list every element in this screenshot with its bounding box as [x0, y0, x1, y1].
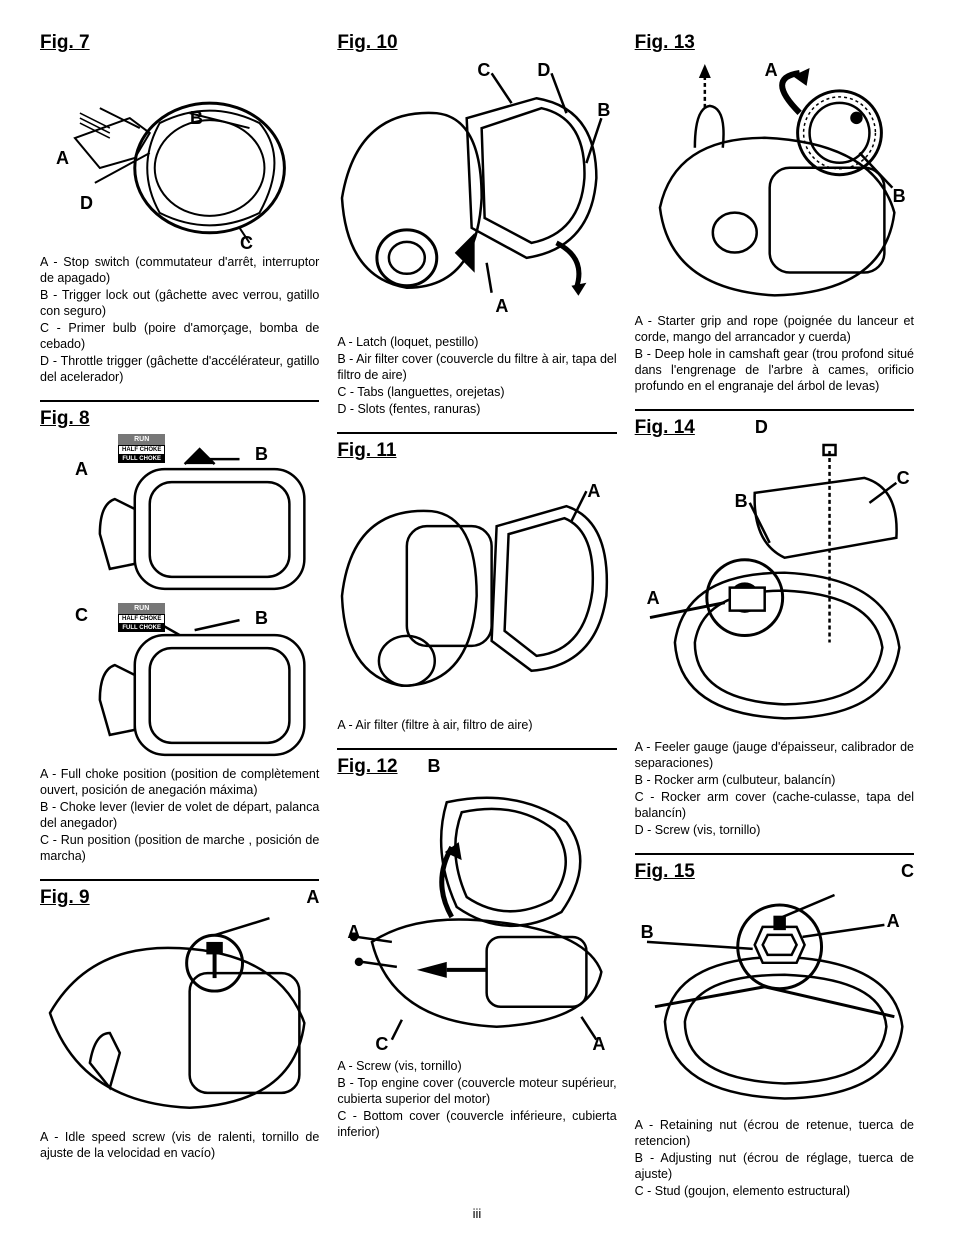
fig15-label-b: B: [641, 922, 654, 943]
fig12-image: A C A: [337, 782, 616, 1052]
fig9-label-a: A: [306, 887, 319, 913]
fig12-legend: A - Screw (vis, tornillo) B - Top engine…: [337, 1058, 616, 1141]
fig13-label-b: B: [893, 186, 906, 207]
fig11-label-a: A: [587, 481, 600, 502]
fig12-label-a2: A: [592, 1034, 605, 1055]
fig13-label-a: A: [765, 60, 778, 81]
divider: [40, 879, 319, 881]
fig11-title: Fig. 11: [337, 440, 616, 462]
fig12-title: Fig. 12: [337, 756, 397, 778]
fig10-legend: A - Latch (loquet, pestillo) B - Air fil…: [337, 334, 616, 418]
fig7-legend: A - Stop switch (commutateur d'arrêt, in…: [40, 254, 319, 386]
fig15-label-a: A: [887, 911, 900, 932]
fig9-title: Fig. 9: [40, 887, 90, 909]
fig13-legend: A - Starter grip and rope (poignée du la…: [635, 313, 914, 395]
fig15-title: Fig. 15: [635, 861, 695, 883]
fig14-label-d: D: [755, 417, 768, 443]
fig13-image: A B: [635, 58, 914, 307]
fig8-legend: A - Full choke position (position de com…: [40, 766, 319, 865]
fig10-title: Fig. 10: [337, 32, 616, 54]
fig14-image: C B A: [635, 443, 914, 732]
fig10-label-d: D: [537, 60, 550, 81]
fig14-label-c: C: [897, 468, 910, 489]
divider: [337, 748, 616, 750]
divider: [40, 400, 319, 402]
fig7-label-d: D: [80, 193, 93, 214]
fig14-label-a: A: [647, 588, 660, 609]
fig10-label-b: B: [597, 100, 610, 121]
divider: [635, 853, 914, 855]
choke-full-label2: FULL CHOKE: [118, 624, 165, 632]
fig8-title: Fig. 8: [40, 408, 90, 430]
fig11-legend: A - Air filter (filtre à air, filtro de …: [337, 717, 616, 734]
choke-half-label: HALF CHOKE: [118, 445, 165, 455]
fig9-legend: A - Idle speed screw (vis de ralenti, to…: [40, 1129, 319, 1162]
fig7-image: A B C D: [40, 58, 319, 248]
fig7-label-b: B: [190, 108, 203, 129]
fig9-image: [40, 913, 319, 1123]
divider: [337, 432, 616, 434]
fig12-label-b: B: [428, 756, 441, 782]
choke-full-label: FULL CHOKE: [118, 455, 165, 463]
fig10-label-a: A: [495, 296, 508, 317]
fig8-image-bottom: RUN HALF CHOKE FULL CHOKE C B: [40, 600, 319, 760]
fig12-label-c: C: [375, 1034, 388, 1055]
fig7-title: Fig. 7: [40, 32, 319, 54]
choke-run-label: RUN: [118, 434, 165, 445]
fig8-image-top: RUN HALF CHOKE FULL CHOKE A B: [40, 434, 319, 594]
fig8-label-b: B: [255, 444, 268, 465]
fig7-label-c: C: [240, 233, 253, 254]
fig15-legend: A - Retaining nut (écrou de retenue, tue…: [635, 1117, 914, 1200]
fig7-label-a: A: [56, 148, 69, 169]
fig14-title: Fig. 14: [635, 417, 695, 439]
fig14-legend: A - Feeler gauge (jauge d'épaisseur, cal…: [635, 739, 914, 839]
fig10-label-c: C: [477, 60, 490, 81]
fig13-title: Fig. 13: [635, 32, 914, 54]
choke-run-label2: RUN: [118, 603, 165, 614]
fig10-image: C D B A: [337, 58, 616, 328]
fig14-label-b: B: [735, 491, 748, 512]
fig8-label-a: A: [75, 459, 88, 480]
fig15-label-c: C: [901, 861, 914, 887]
fig8-label-c: C: [75, 605, 88, 626]
divider: [635, 409, 914, 411]
fig15-image: B A: [635, 887, 914, 1111]
fig8-label-b2: B: [255, 608, 268, 629]
fig11-image: A: [337, 466, 616, 711]
page-number: iii: [0, 1206, 954, 1221]
fig12-label-a: A: [347, 922, 360, 943]
choke-half-label2: HALF CHOKE: [118, 614, 165, 624]
